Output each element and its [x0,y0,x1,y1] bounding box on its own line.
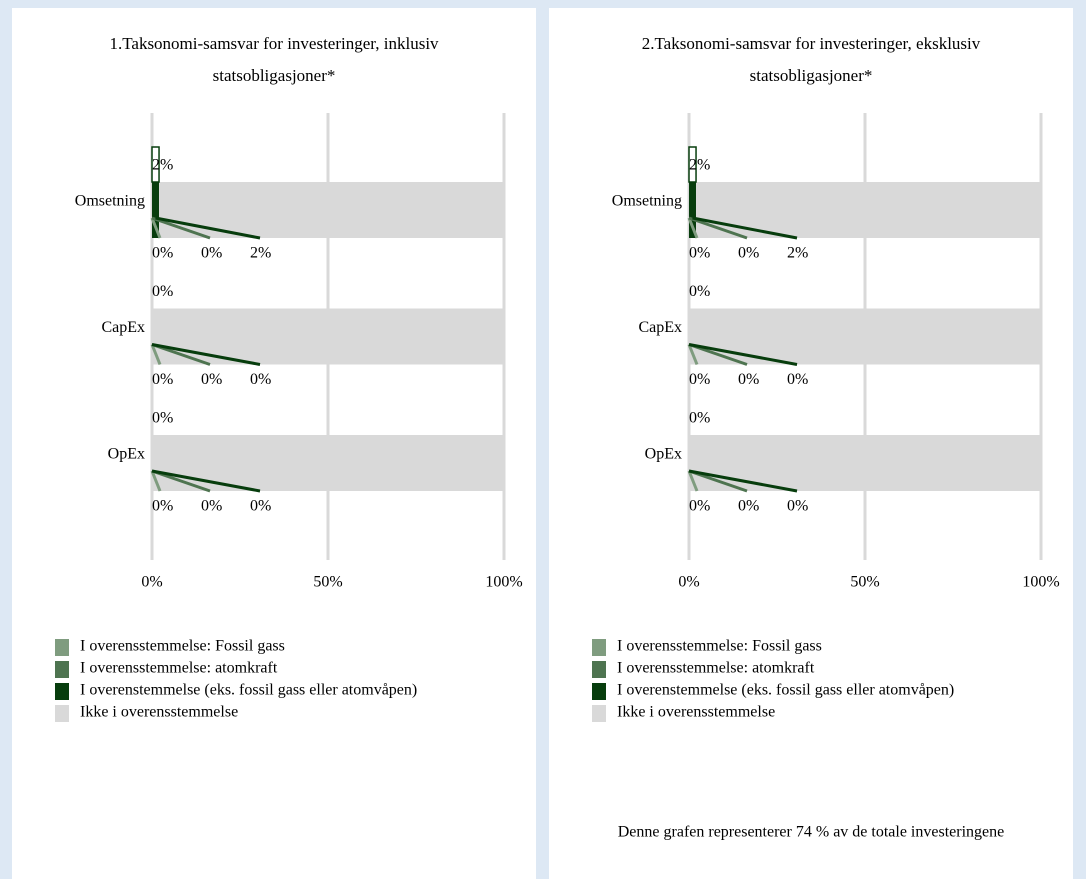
bar-segment [689,308,1041,365]
data-label: 0% [787,498,808,515]
chart-title: 1.Taksonomi-samsvar for investeringer, i… [109,34,439,85]
leader-line [150,217,162,239]
data-label: 0% [152,245,173,262]
legend-swatch [55,705,69,722]
leader-line [687,217,699,239]
chart: Denne grafen representerer 74 % av de to… [592,113,1060,841]
leader-line [687,470,699,492]
total-label: 0% [689,410,710,427]
bar-segment [152,182,160,238]
leader-line [151,469,211,493]
leader-line [687,343,699,366]
leader-line [688,216,748,240]
data-label: 2% [787,245,808,262]
leader-line [151,469,261,493]
footnote: Denne grafen representerer 74 % av de to… [618,824,1004,841]
bar-segment [152,308,504,365]
data-label: 0% [689,245,710,262]
data-label: 0% [250,371,271,388]
legend-swatch [592,683,606,700]
data-label: 0% [201,245,222,262]
data-label: 0% [152,371,173,388]
legend-swatch [55,639,69,656]
bar-segment [689,435,1041,491]
legend-label: I overensstemmelse: Fossil gass [617,638,822,655]
total-box [688,146,697,183]
leader-line [155,216,261,240]
leader-line [688,343,798,366]
leader-line [688,469,798,493]
leader-line [151,216,211,240]
legend-label: I overenstemmelse (eks. fossil gass elle… [80,682,417,699]
bar-segment [689,182,697,238]
y-tick-label: CapEx [638,319,682,336]
x-tick-label: 0% [678,574,699,591]
data-label: 2% [250,245,271,262]
chart: 0% 50% 100% Omsetning 0% 0% 2% 2% CapEx 0% 0% 0% 0% O… [55,113,523,722]
legend-swatch [592,661,606,678]
data-label: 0% [787,371,808,388]
chart-panel: 1.Taksonomi-samsvar for investeringer, i… [12,8,536,879]
legend-swatch [55,661,69,678]
data-label: 0% [738,498,759,515]
data-label: 0% [250,498,271,515]
legend-label: Ikke i overensstemmelse [80,704,238,721]
x-tick-label: 100% [485,574,522,591]
legend-swatch [55,683,69,700]
legend-label: I overenstemmelse (eks. fossil gass elle… [617,682,954,699]
leader-line [688,469,748,493]
legend-label: I overensstemmelse: atomkraft [617,660,815,677]
y-tick-label: Omsetning [612,193,682,210]
total-label: 0% [152,283,173,300]
total-label: 0% [152,410,173,427]
chart-panel: 2.Taksonomi-samsvar for investeringer, e… [549,8,1073,879]
leader-line [150,470,162,492]
leader-line [150,343,162,366]
data-label: 0% [738,245,759,262]
data-label: 0% [738,371,759,388]
total-label: 0% [689,283,710,300]
leader-line [688,343,748,366]
data-label: 0% [689,371,710,388]
leader-line [692,216,798,240]
leader-line [151,343,211,366]
data-label: 0% [201,498,222,515]
total-label: 2% [152,157,173,174]
legend-label: I overensstemmelse: atomkraft [80,660,278,677]
y-tick-label: OpEx [108,446,145,463]
x-tick-label: 100% [1022,574,1059,591]
x-tick-label: 50% [313,574,342,591]
chart-title: 2.Taksonomi-samsvar for investeringer, e… [641,34,981,85]
total-box [151,146,160,183]
total-label: 2% [689,157,710,174]
legend-swatch [592,639,606,656]
x-tick-label: 0% [141,574,162,591]
y-tick-label: OpEx [645,446,682,463]
data-label: 0% [201,371,222,388]
y-tick-label: Omsetning [75,193,145,210]
legend-label: Ikke i overensstemmelse [617,704,775,721]
leader-line [151,343,261,366]
legend-swatch [592,705,606,722]
data-label: 0% [152,498,173,515]
data-label: 0% [689,498,710,515]
x-tick-label: 50% [850,574,879,591]
y-tick-label: CapEx [101,319,145,336]
legend-label: I overensstemmelse: Fossil gass [80,638,285,655]
bar-segment [152,435,504,491]
